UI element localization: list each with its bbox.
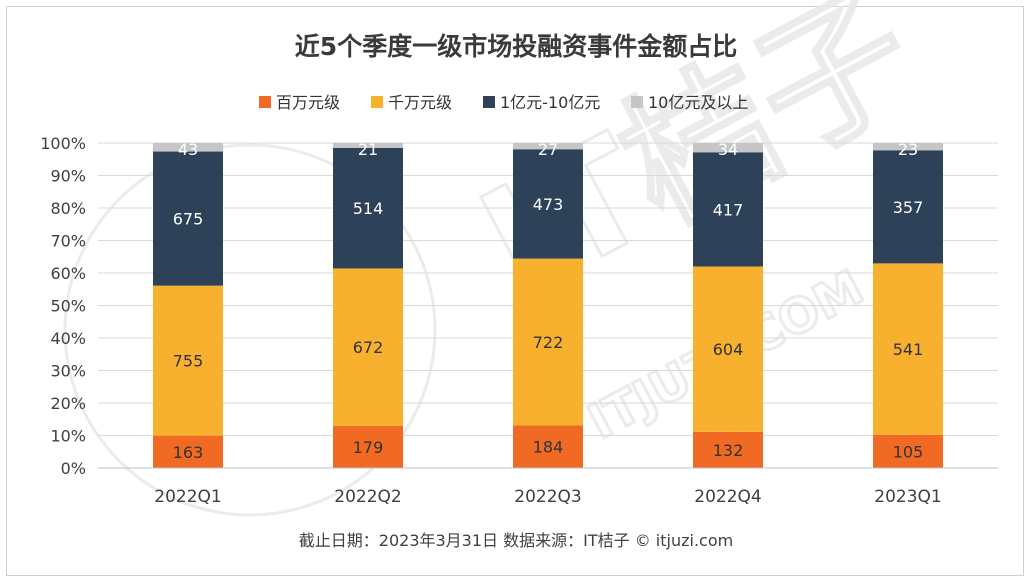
legend-label: 千万元级 [388, 93, 452, 112]
bar-segment [513, 143, 583, 150]
bar-segment [153, 143, 223, 152]
data-label: 514 [353, 199, 384, 218]
y-tick-label: 40% [50, 329, 86, 348]
bar-segment [513, 425, 583, 468]
data-label: 163 [173, 443, 204, 462]
bar-segment [333, 426, 403, 468]
bar-segment [333, 147, 403, 269]
bar-segment [513, 258, 583, 426]
bar-segment [873, 263, 943, 435]
legend-label: 1亿元-10亿元 [500, 93, 600, 112]
x-tick-label: 2022Q3 [514, 487, 581, 507]
y-tick-label: 0% [61, 459, 86, 478]
data-label: 604 [713, 340, 744, 359]
data-label: 184 [533, 438, 564, 457]
legend: 百万元级 千万元级 1亿元-10亿元 10亿元及以上 [259, 93, 748, 112]
legend-item: 百万元级 [259, 93, 340, 112]
bar-stack: 163 755 675 43 [153, 140, 223, 468]
x-tick-label: 2023Q1 [874, 487, 941, 507]
data-label: 755 [173, 352, 204, 371]
bar-stack: 184 722 473 27 [513, 140, 583, 468]
data-label: 417 [713, 200, 744, 219]
bars: 163 755 675 43 179 672 514 21 184 722 473 27 132 604 4… [153, 140, 943, 468]
legend-swatch [483, 96, 495, 108]
data-label: 23 [898, 140, 918, 159]
y-tick-label: 60% [50, 264, 86, 283]
bar-segment [153, 285, 223, 436]
bar-segment [153, 435, 223, 468]
legend-label: 10亿元及以上 [648, 93, 748, 112]
legend-swatch [631, 96, 643, 108]
bar-stack: 179 672 514 21 [333, 140, 403, 468]
bar-segment [873, 150, 943, 264]
chart-title: 近5个季度一级市场投融资事件金额占比 [295, 32, 737, 61]
bar-segment [153, 151, 223, 286]
y-tick-label: 30% [50, 362, 86, 381]
legend-item: 千万元级 [371, 93, 452, 112]
bar-segment [693, 152, 763, 267]
bar-segment [693, 266, 763, 432]
data-label: 541 [893, 340, 924, 359]
data-label: 43 [178, 140, 198, 159]
data-label: 34 [718, 140, 738, 159]
y-tick-label: 70% [50, 232, 86, 251]
x-tick-label: 2022Q2 [334, 487, 401, 507]
bar-segment [693, 143, 763, 153]
legend-item: 10亿元及以上 [631, 93, 748, 112]
legend-swatch [371, 96, 383, 108]
y-tick-label: 80% [50, 199, 86, 218]
data-label: 672 [353, 338, 384, 357]
bar-segment [333, 268, 403, 427]
data-label: 105 [893, 442, 924, 461]
bar-segment [873, 434, 943, 468]
y-tick-label: 50% [50, 297, 86, 316]
legend-swatch [259, 96, 271, 108]
bar-segment [513, 149, 583, 259]
data-label: 132 [713, 441, 744, 460]
y-tick-label: 90% [50, 167, 86, 186]
data-label: 357 [893, 198, 924, 217]
bar-stack: 132 604 417 34 [693, 140, 763, 468]
y-tick-label: 10% [50, 427, 86, 446]
y-axis: 0% 10% 20% 30% 40% 50% 60% 70% 80% 90% 100% [40, 134, 86, 478]
data-label: 179 [353, 438, 384, 457]
x-tick-label: 2022Q4 [694, 487, 761, 507]
data-label: 21 [358, 140, 378, 159]
legend-label: 百万元级 [276, 93, 340, 112]
footnote: 截止日期：2023年3月31日 数据来源：IT桔子 © itjuzi.com [299, 531, 733, 550]
y-tick-label: 20% [50, 394, 86, 413]
bar-segment [693, 431, 763, 468]
bar-segment [333, 143, 403, 148]
y-tick-label: 100% [40, 134, 86, 153]
data-label: 27 [538, 140, 558, 159]
x-tick-label: 2022Q1 [154, 487, 221, 507]
data-label: 722 [533, 333, 564, 352]
legend-item: 1亿元-10亿元 [483, 93, 600, 112]
bar-stack: 105 541 357 23 [873, 140, 943, 468]
bar-segment [873, 143, 943, 151]
data-label: 675 [173, 210, 204, 229]
data-label: 473 [533, 195, 564, 214]
x-axis: 2022Q1 2022Q2 2022Q3 2022Q4 2023Q1 [98, 467, 998, 507]
